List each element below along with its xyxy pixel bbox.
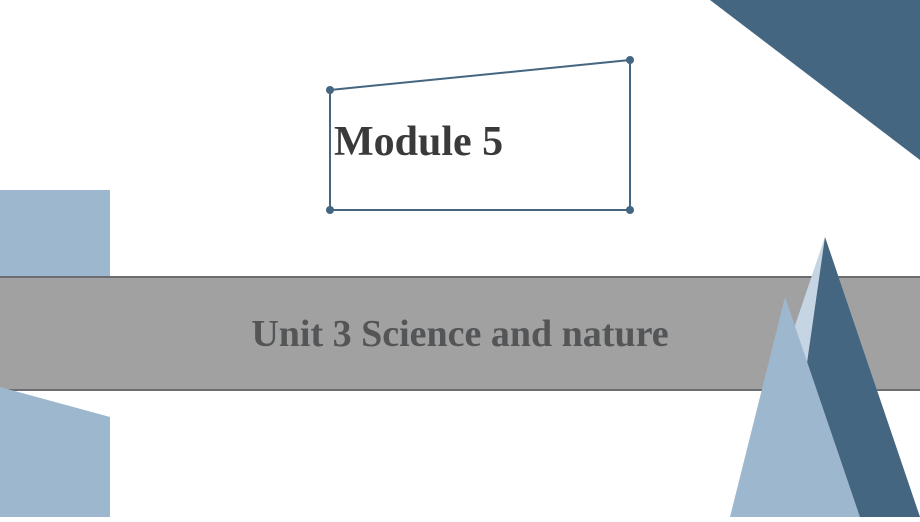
decor-bottom-left-poly (0, 387, 110, 517)
decor-bottom-right (690, 237, 920, 517)
decor-top-right-triangle (710, 0, 920, 160)
decor-bottom-left (0, 387, 150, 517)
module-title: Module 5 (334, 118, 503, 166)
quad-node (326, 86, 334, 94)
quad-node (626, 56, 634, 64)
quad-node (626, 206, 634, 214)
slide-cover: Module 5 Unit 3 Science and nature (0, 0, 920, 517)
unit-subtitle: Unit 3 Science and nature (251, 312, 668, 356)
module-title-box: Module 5 (310, 50, 650, 215)
quad-node (326, 206, 334, 214)
